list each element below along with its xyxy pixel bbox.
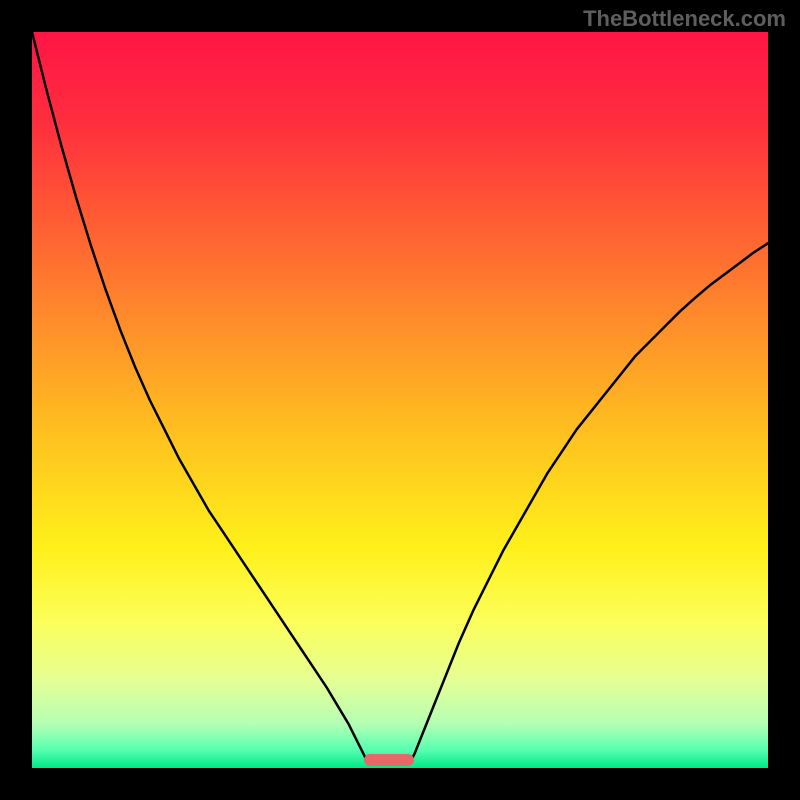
chart-mark [364, 754, 414, 766]
watermark-text: TheBottleneck.com [583, 6, 786, 32]
curve-left [32, 32, 368, 762]
curve-right [410, 243, 768, 762]
chart-plot-area [32, 32, 768, 768]
chart-curves-svg [32, 32, 768, 768]
